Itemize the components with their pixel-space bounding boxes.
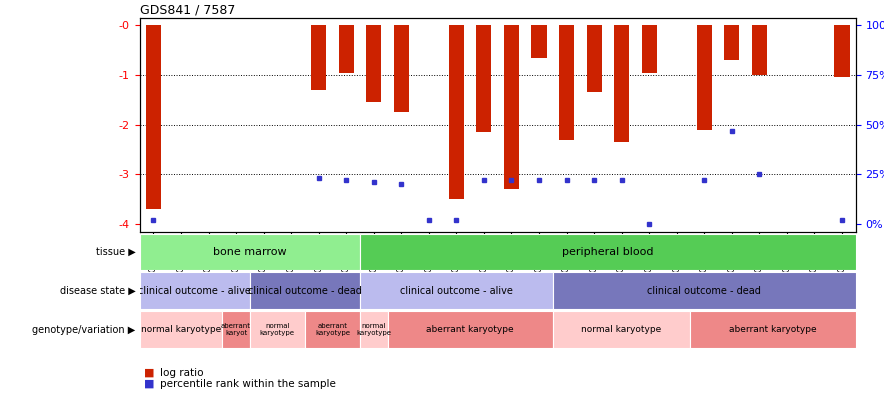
Bar <box>559 25 574 140</box>
Bar <box>697 25 712 130</box>
Bar <box>751 25 767 75</box>
Bar <box>250 311 305 348</box>
Bar <box>339 25 354 72</box>
Text: normal
karyotype: normal karyotype <box>356 323 392 336</box>
Text: normal karyotype: normal karyotype <box>141 325 221 334</box>
Text: ■: ■ <box>144 379 155 389</box>
Bar <box>476 25 492 132</box>
Text: tissue ▶: tissue ▶ <box>95 247 135 257</box>
Text: clinical outcome - dead: clinical outcome - dead <box>647 286 761 296</box>
Bar <box>146 25 161 209</box>
Text: aberrant karyotype: aberrant karyotype <box>729 325 817 334</box>
Bar <box>140 311 222 348</box>
Bar <box>642 25 657 72</box>
Bar <box>360 311 387 348</box>
Bar <box>690 311 856 348</box>
Text: genotype/variation ▶: genotype/variation ▶ <box>32 325 135 335</box>
Text: GDS841 / 7587: GDS841 / 7587 <box>140 4 235 17</box>
Bar <box>552 272 856 309</box>
Text: peripheral blood: peripheral blood <box>562 247 653 257</box>
Text: aberrant karyotype: aberrant karyotype <box>426 325 514 334</box>
Bar <box>552 311 690 348</box>
Bar <box>724 25 739 60</box>
Bar <box>366 25 381 102</box>
Bar <box>311 25 326 90</box>
Text: disease state ▶: disease state ▶ <box>59 286 135 296</box>
Bar <box>834 25 850 78</box>
Text: aberrant
karyotype: aberrant karyotype <box>315 323 350 336</box>
Bar <box>393 25 409 112</box>
Text: aberrant
karyot: aberrant karyot <box>221 323 251 336</box>
Text: clinical outcome - alive: clinical outcome - alive <box>138 286 251 296</box>
Bar <box>222 311 250 348</box>
Bar <box>360 272 552 309</box>
Bar <box>449 25 464 199</box>
Text: normal
karyotype: normal karyotype <box>260 323 295 336</box>
Bar <box>586 25 602 92</box>
Text: percentile rank within the sample: percentile rank within the sample <box>160 379 336 389</box>
Text: clinical outcome - alive: clinical outcome - alive <box>400 286 513 296</box>
Text: clinical outcome - dead: clinical outcome - dead <box>248 286 362 296</box>
Bar <box>614 25 629 142</box>
Text: log ratio: log ratio <box>160 367 203 378</box>
Bar <box>504 25 519 189</box>
Bar <box>305 311 360 348</box>
Text: normal karyotype: normal karyotype <box>582 325 662 334</box>
Bar <box>140 272 250 309</box>
Bar <box>531 25 546 57</box>
Text: ■: ■ <box>144 367 155 378</box>
Text: bone marrow: bone marrow <box>213 247 286 257</box>
Bar <box>140 234 360 270</box>
Bar <box>387 311 552 348</box>
Bar <box>360 234 856 270</box>
Bar <box>250 272 360 309</box>
